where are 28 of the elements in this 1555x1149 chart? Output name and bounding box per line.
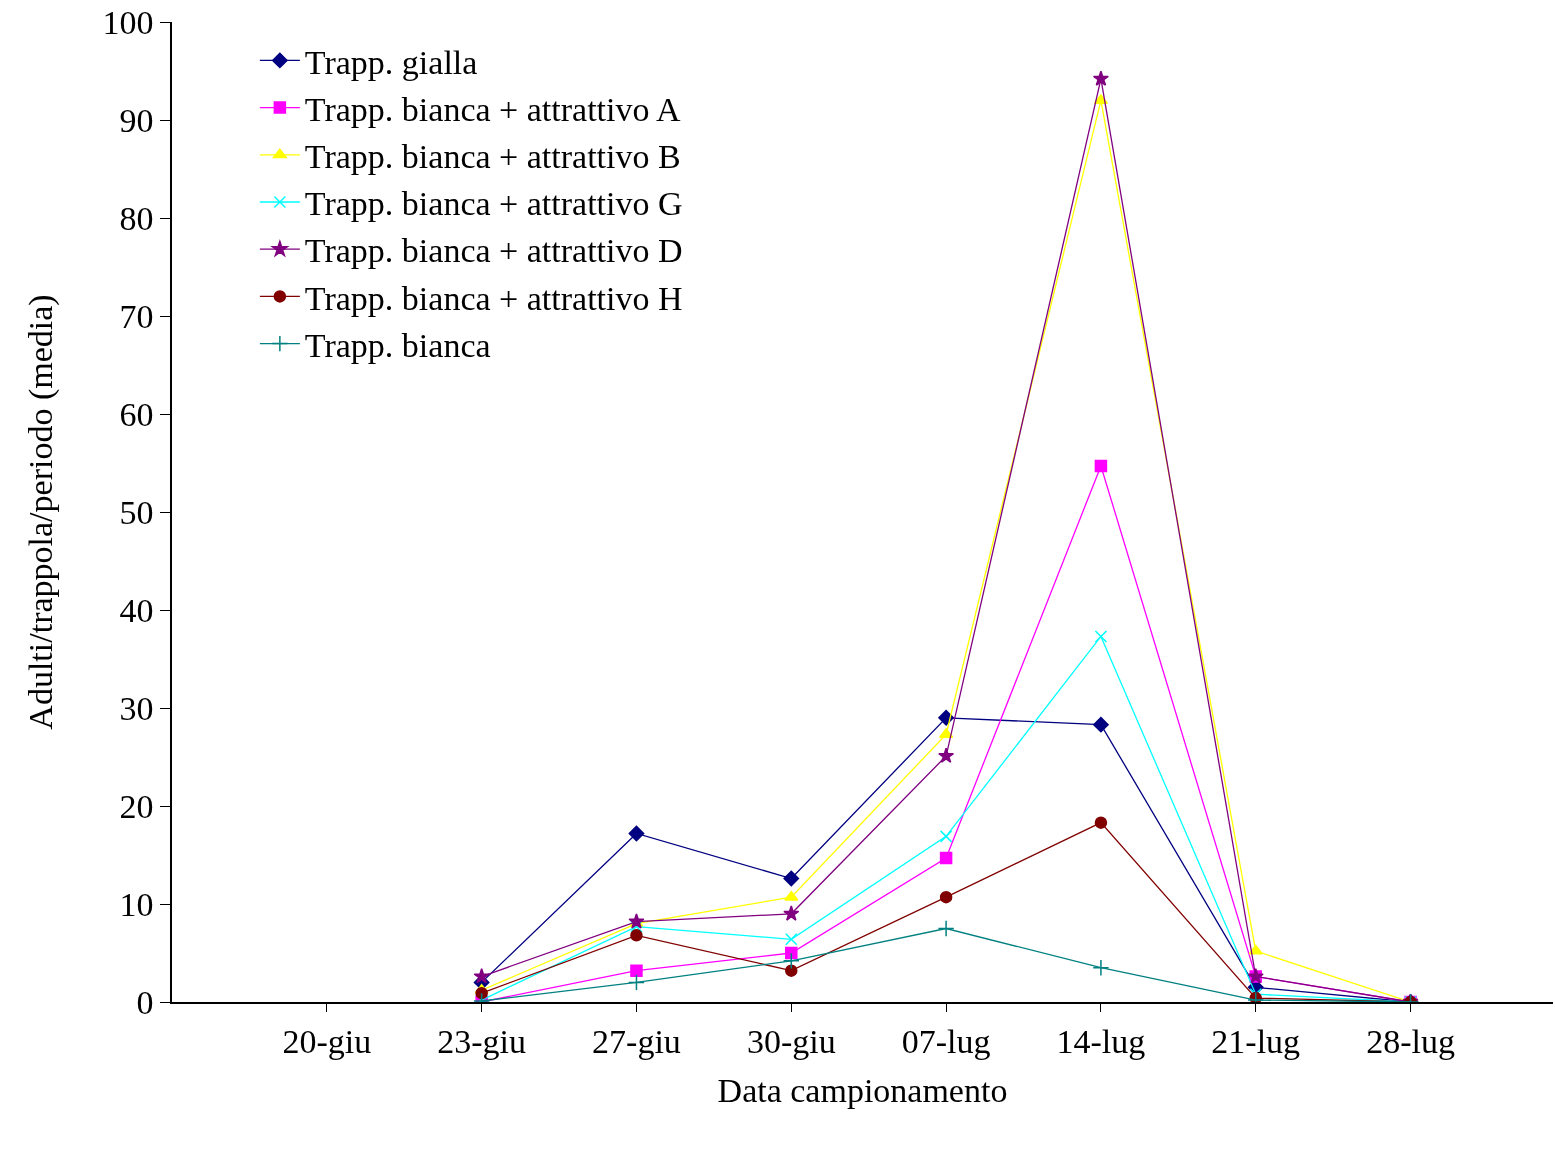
y-axis-title: Adulti/trappola/periodo (media) [21,294,60,730]
legend-label: Trapp. bianca + attrattivo D [304,232,683,270]
x-tick-label: 20-giu [282,1022,372,1060]
y-tick-label: 10 [119,885,154,923]
y-tick-label: 100 [102,3,154,41]
x-tick-label: 14-lug [1056,1022,1146,1060]
legend-label: Trapp. gialla [304,43,478,81]
legend-label: Trapp. bianca + attrattivo G [304,185,683,223]
y-tick-label: 60 [119,395,154,433]
y-tick-label: 40 [119,591,154,629]
x-axis-title: Data campionamento [717,1072,1008,1110]
x-tick-label: 30-giu [746,1022,836,1060]
legend-label: Trapp. bianca + attrattivo A [304,90,682,128]
x-tick-label: 28-lug [1366,1022,1455,1060]
legend-label: Trapp. bianca + attrattivo H [304,279,683,317]
x-tick-label: 27-giu [592,1022,681,1060]
y-tick-label: 80 [119,199,154,237]
y-tick-label: 0 [136,983,154,1021]
y-tick-label: 20 [119,787,154,825]
x-tick-label: 23-giu [437,1022,527,1060]
y-tick-label: 30 [119,689,154,727]
x-tick-label: 21-lug [1211,1022,1301,1060]
x-tick-label: 07-lug [901,1022,991,1060]
y-tick-label: 90 [119,101,154,139]
legend-label: Trapp. bianca [304,326,491,364]
legend-label: Trapp. bianca + attrattivo B [304,138,681,176]
y-tick-label: 50 [119,493,154,531]
y-tick-label: 70 [119,297,154,335]
